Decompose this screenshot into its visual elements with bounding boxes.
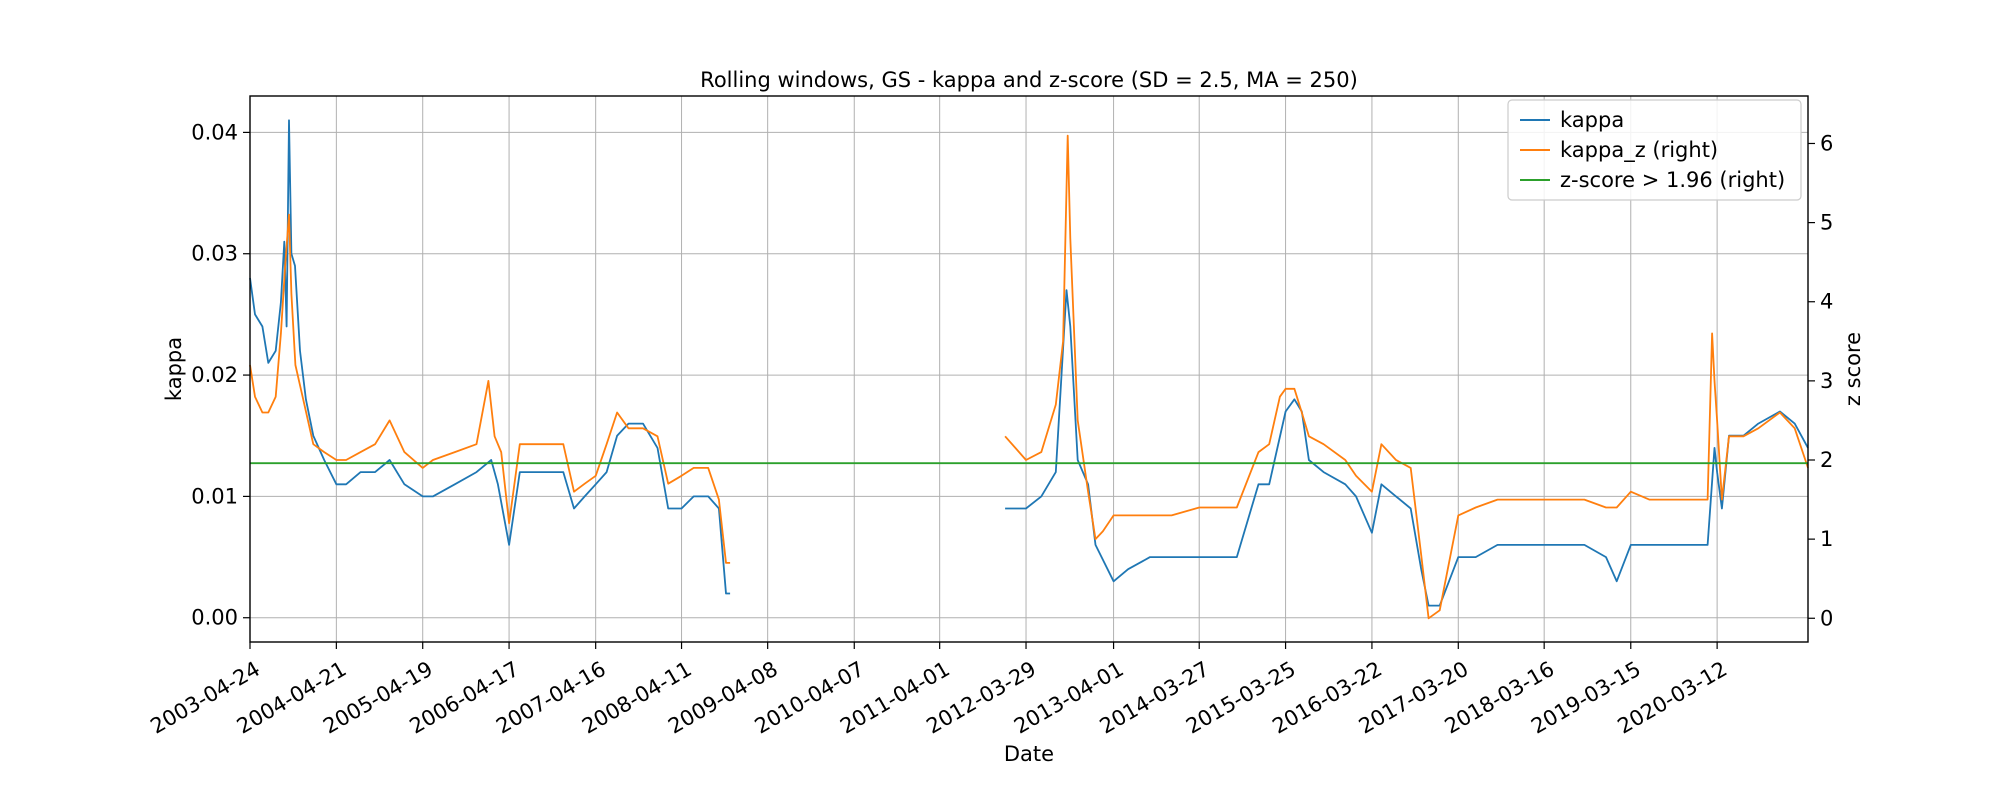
y-tick-label-right: 1	[1820, 527, 1833, 551]
chart-title: Rolling windows, GS - kappa and z-score …	[700, 68, 1358, 92]
y-tick-label-right: 3	[1820, 369, 1833, 393]
y-tick-label-left: 0.04	[191, 120, 238, 144]
y-tick-label-left: 0.03	[191, 242, 238, 266]
legend-label: z-score > 1.96 (right)	[1560, 168, 1785, 192]
legend: kappa kappa_z (right) z-score > 1.96 (righ…	[1507, 99, 1802, 201]
series-line	[1004, 134, 1809, 620]
y-axis-left: 0.00 0.01 0.02 0.03 0.04	[191, 120, 250, 630]
y-tick-label-right: 6	[1820, 131, 1833, 155]
x-axis-label: Date	[1004, 742, 1054, 766]
y-tick-label-left: 0.01	[191, 484, 238, 508]
y-tick-label-right: 5	[1820, 211, 1833, 235]
y-axis-right-label: z score	[1841, 332, 1865, 406]
series-1	[249, 134, 1809, 620]
y-tick-label-right: 2	[1820, 448, 1833, 472]
y-axis-right: 0 1 2 3 4 5 6	[1808, 131, 1833, 630]
y-tick-label-left: 0.02	[191, 363, 238, 387]
legend-label: kappa_z (right)	[1560, 138, 1718, 163]
series-line	[249, 213, 731, 564]
y-tick-label-left: 0.00	[191, 606, 238, 630]
y-tick-label-right: 0	[1820, 606, 1833, 630]
series-layer	[249, 119, 1809, 620]
legend-box	[1507, 99, 1802, 201]
series-line	[1005, 289, 1809, 607]
plot-frame	[249, 95, 1809, 643]
legend-label: kappa	[1560, 108, 1624, 132]
y-axis-left-label: kappa	[162, 337, 186, 401]
grid	[249, 96, 1808, 642]
y-tick-label-right: 4	[1820, 290, 1833, 314]
